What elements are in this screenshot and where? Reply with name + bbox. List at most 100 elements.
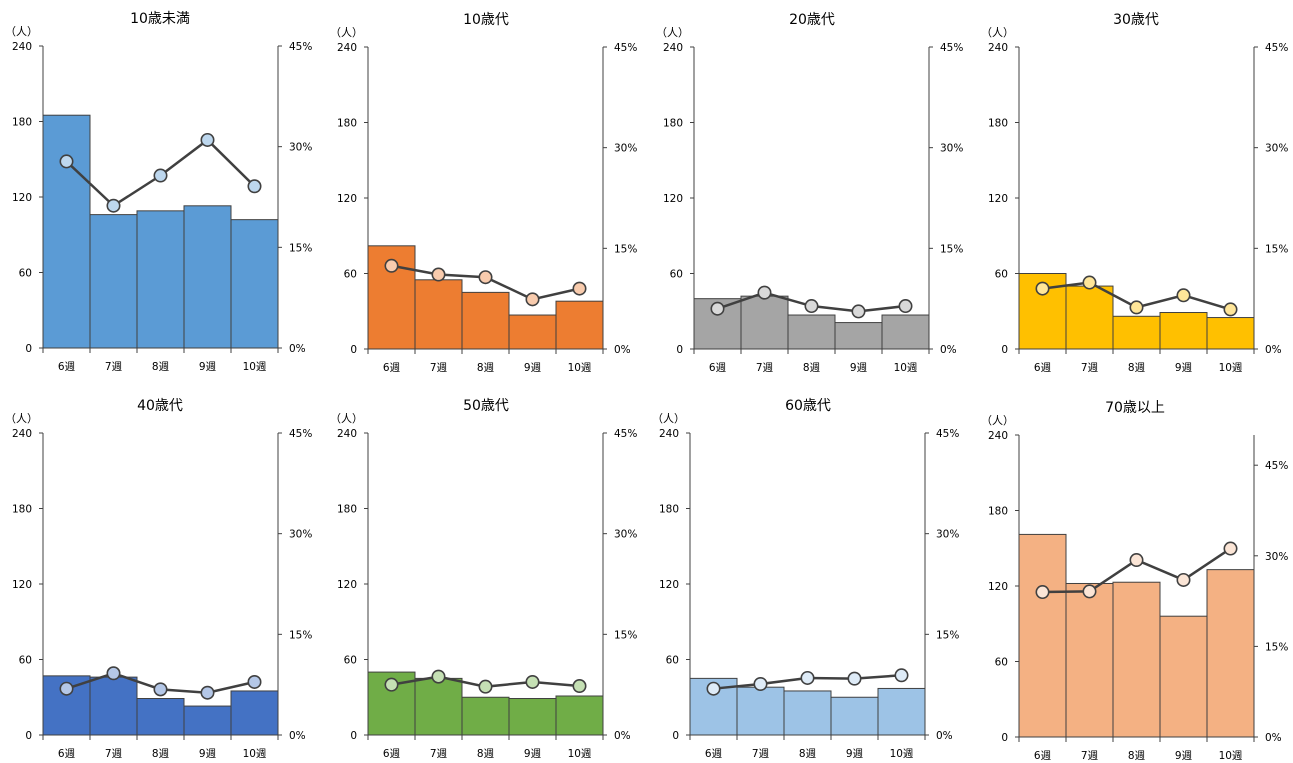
right-tick-label: 15% xyxy=(614,629,637,641)
bar-10週 xyxy=(555,695,604,736)
rate-point-10週 xyxy=(247,179,262,194)
right-tick-label: 30% xyxy=(289,529,312,541)
rate-point-7週 xyxy=(106,666,121,681)
x-tick-label: 10週 xyxy=(894,362,918,374)
bar-8週 xyxy=(136,210,185,349)
right-tick-label: 45% xyxy=(1265,460,1288,472)
left-tick-label: 240 xyxy=(988,430,1008,442)
left-tick-label: 240 xyxy=(988,42,1008,54)
rate-point-7週 xyxy=(1082,584,1097,599)
right-tick-label: 15% xyxy=(289,242,312,254)
rate-point-7週 xyxy=(757,285,772,300)
right-tick-label: 30% xyxy=(936,529,959,541)
y-axis-unit-label: （人） xyxy=(5,25,38,38)
rate-point-6週 xyxy=(384,258,399,273)
chart-title: 10歳代 xyxy=(463,12,509,28)
left-tick-label: 0 xyxy=(1001,344,1008,356)
x-tick-label: 9週 xyxy=(850,362,868,374)
chart-title: 50歳代 xyxy=(463,398,509,414)
x-tick-label: 8週 xyxy=(803,362,821,374)
right-tick-label: 45% xyxy=(940,42,963,54)
rate-point-9週 xyxy=(200,132,215,147)
x-tick-label: 10週 xyxy=(1219,362,1243,374)
x-tick-label: 6週 xyxy=(705,748,723,760)
chart-panel-8: 70歳以上 （人） 0 60 120 180 240 0% 15% 30% 45% 6週 7週 8週 9週 1… xyxy=(981,400,1288,762)
bar-7週 xyxy=(740,295,789,350)
left-tick-label: 180 xyxy=(12,117,32,129)
x-tick-label: 6週 xyxy=(383,748,401,760)
x-tick-label: 6週 xyxy=(1034,362,1052,374)
x-tick-label: 9週 xyxy=(846,748,864,760)
right-tick-label: 45% xyxy=(1265,42,1288,54)
left-tick-label: 0 xyxy=(676,344,683,356)
y-axis-unit-label: （人） xyxy=(652,412,685,425)
chart-title: 30歳代 xyxy=(1113,12,1159,28)
rate-point-9週 xyxy=(200,685,215,700)
x-tick-label: 8週 xyxy=(1128,750,1146,762)
right-tick-label: 0% xyxy=(614,730,631,742)
left-tick-label: 120 xyxy=(12,192,32,204)
left-tick-label: 60 xyxy=(666,655,679,667)
right-tick-label: 30% xyxy=(1265,143,1288,155)
x-tick-label: 10週 xyxy=(890,748,914,760)
left-tick-label: 0 xyxy=(1001,732,1008,744)
right-tick-label: 15% xyxy=(940,243,963,255)
chart-panel-3: 20歳代 （人） 0 60 120 180 240 0% 15% 30% 45% 6週 7週 8週 9週 10… xyxy=(656,12,963,374)
rate-point-8週 xyxy=(804,299,819,314)
x-tick-label: 6週 xyxy=(58,748,76,760)
chart-title: 70歳以上 xyxy=(1105,400,1165,416)
bar-9週 xyxy=(1159,312,1208,350)
rate-point-6週 xyxy=(706,681,721,696)
x-tick-label: 9週 xyxy=(1175,750,1193,762)
x-tick-label: 6週 xyxy=(709,362,727,374)
rate-point-9週 xyxy=(847,671,862,686)
y-axis-unit-label: （人） xyxy=(5,412,38,425)
rate-point-7週 xyxy=(1082,275,1097,290)
rate-point-7週 xyxy=(106,198,121,213)
left-tick-label: 60 xyxy=(344,269,357,281)
bar-7週 xyxy=(1065,285,1114,350)
left-tick-label: 120 xyxy=(337,193,357,205)
chart-title: 60歳代 xyxy=(785,398,831,414)
right-tick-label: 0% xyxy=(1265,732,1282,744)
rate-point-6週 xyxy=(59,681,74,696)
bar-10週 xyxy=(230,219,279,349)
chart-panel-2: 10歳代 （人） 0 60 120 180 240 0% 15% 30% 45% 6週 7週 8週 9週 10… xyxy=(330,12,637,374)
left-tick-label: 240 xyxy=(337,42,357,54)
rate-point-7週 xyxy=(431,669,446,684)
x-tick-label: 10週 xyxy=(243,361,267,373)
right-tick-label: 45% xyxy=(289,41,312,53)
left-tick-label: 0 xyxy=(350,344,357,356)
left-tick-label: 180 xyxy=(659,504,679,516)
bar-9週 xyxy=(508,698,557,736)
right-tick-label: 30% xyxy=(289,142,312,154)
y-axis-unit-label: （人） xyxy=(981,26,1014,39)
right-tick-label: 30% xyxy=(614,143,637,155)
left-tick-label: 120 xyxy=(12,579,32,591)
x-tick-label: 9週 xyxy=(524,748,542,760)
right-tick-label: 45% xyxy=(289,428,312,440)
rate-point-9週 xyxy=(525,674,540,689)
rate-point-7週 xyxy=(753,676,768,691)
right-tick-label: 0% xyxy=(1265,344,1282,356)
rate-point-8週 xyxy=(153,682,168,697)
x-tick-label: 8週 xyxy=(152,748,170,760)
left-tick-label: 120 xyxy=(659,579,679,591)
left-tick-label: 0 xyxy=(25,730,32,742)
chart-title: 20歳代 xyxy=(789,12,835,28)
x-tick-label: 6週 xyxy=(58,361,76,373)
chart-panel-1: 10歳未満 （人） 0 60 120 180 240 0% 15% 30% 45% 6週 7週 8週 9週 1… xyxy=(5,11,312,373)
x-tick-label: 8週 xyxy=(1128,362,1146,374)
left-tick-label: 180 xyxy=(988,506,1008,518)
chart-panel-4: 30歳代 （人） 0 60 120 180 240 0% 15% 30% 45% 6週 7週 8週 9週 10… xyxy=(981,12,1288,374)
bar-8週 xyxy=(461,696,510,736)
x-tick-label: 7週 xyxy=(430,748,448,760)
rate-point-6週 xyxy=(1035,281,1050,296)
x-tick-label: 9週 xyxy=(199,361,217,373)
x-tick-label: 8週 xyxy=(477,748,495,760)
right-tick-label: 0% xyxy=(289,730,306,742)
right-tick-label: 15% xyxy=(289,629,312,641)
chart-panel-7: 60歳代 （人） 0 60 120 180 240 0% 15% 30% 45% 6週 7週 8週 9週 10… xyxy=(652,398,959,760)
bar-8週 xyxy=(787,314,836,350)
bar-6週 xyxy=(42,114,91,349)
